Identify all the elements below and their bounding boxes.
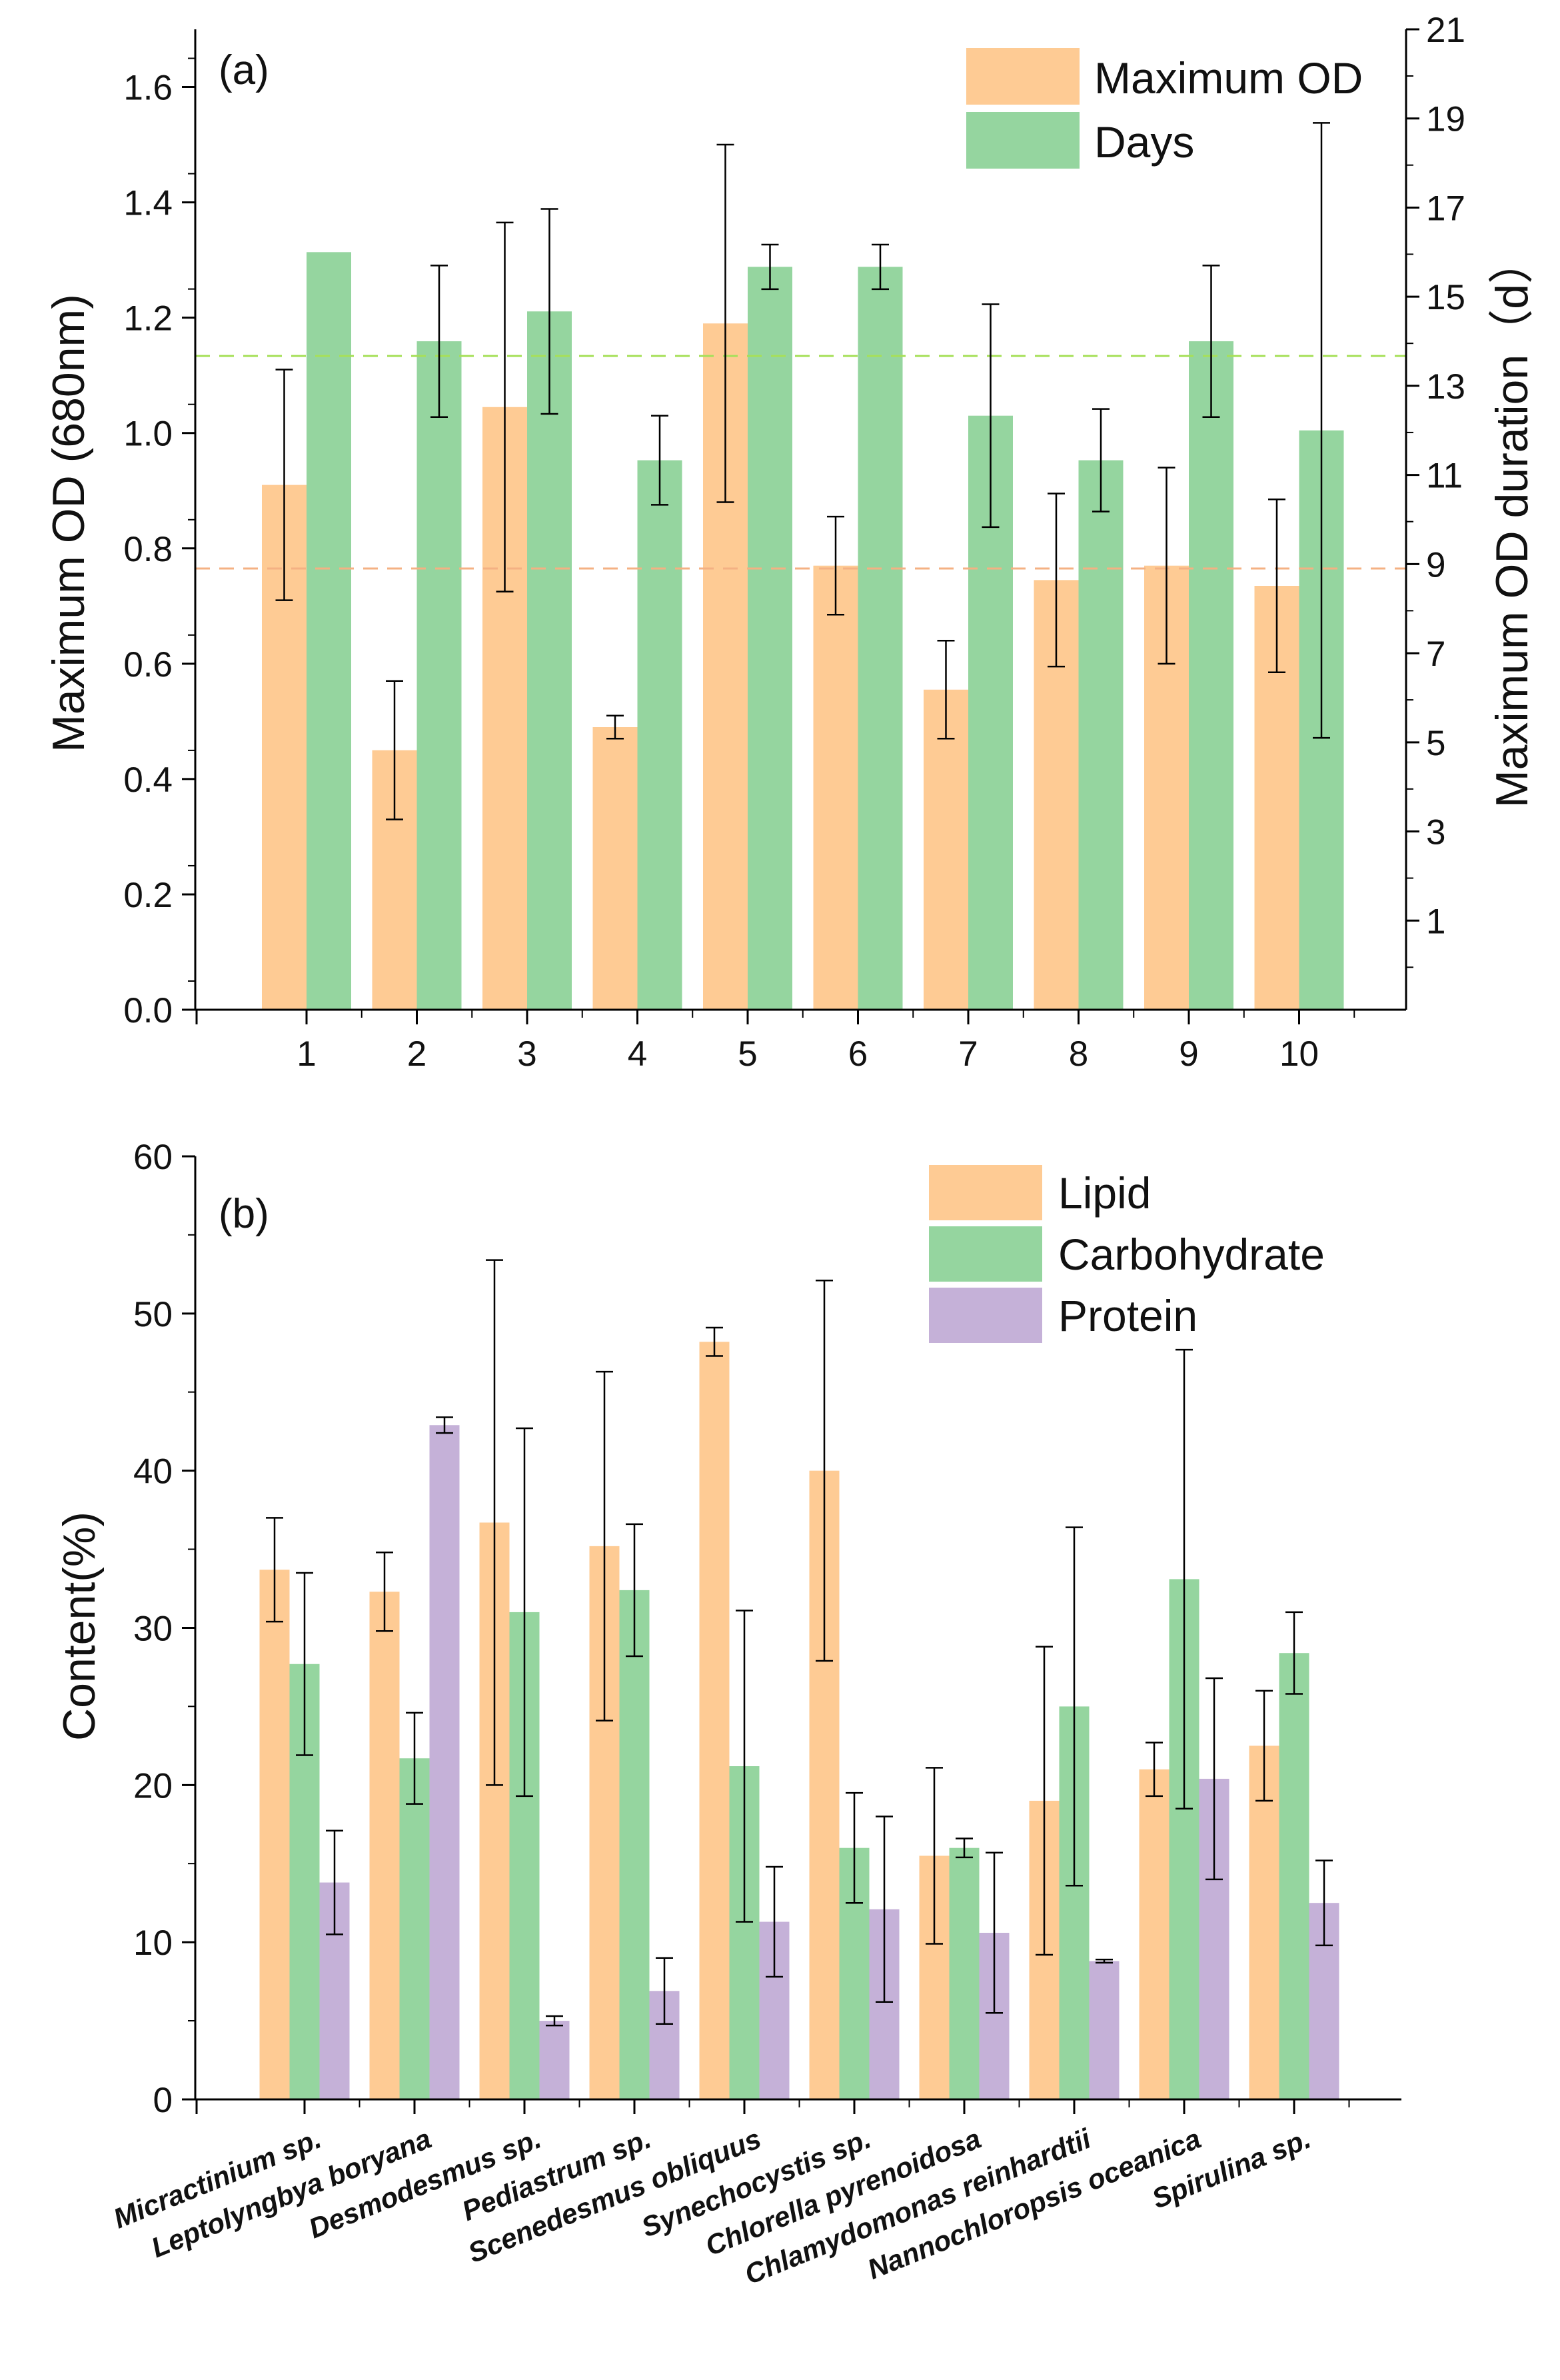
- b-y-axis-title: Content(%): [54, 1512, 105, 1741]
- right-tick-label: 1: [1426, 902, 1445, 941]
- panel-label: (a): [219, 47, 269, 93]
- b-left-tick-label: 10: [133, 1923, 173, 1963]
- legend-swatch-max-od: [966, 48, 1080, 105]
- x-tick-label: 8: [1069, 1034, 1088, 1074]
- left-tick-label: 0.0: [123, 991, 173, 1030]
- right-tick-label: 13: [1426, 367, 1465, 407]
- bar-carbohydrate-2: [399, 1758, 430, 2099]
- right-tick-label: 5: [1426, 724, 1445, 763]
- panel-a-od-chart: 0.00.20.40.60.81.01.21.41.61357911131517…: [43, 11, 1537, 1074]
- legend-label-carbohydrate: Carbohydrate: [1058, 1230, 1325, 1279]
- right-tick-label: 3: [1426, 813, 1445, 852]
- y-axis-title: Maximum OD (680nm): [43, 294, 94, 752]
- y-axis-title-right: Maximum OD duration（d）: [1487, 239, 1537, 808]
- x-tick-label: 6: [848, 1034, 868, 1074]
- right-tick-label: 21: [1426, 11, 1465, 50]
- b-left-tick-label: 50: [133, 1295, 173, 1334]
- legend-label-days: Days: [1094, 117, 1194, 167]
- right-tick-label: 15: [1426, 278, 1465, 317]
- bar-days-5: [748, 267, 792, 1010]
- legend-swatch-days: [966, 112, 1080, 169]
- bar-days-6: [858, 267, 903, 1010]
- left-tick-label: 0.8: [123, 530, 173, 569]
- legend-label-max-od: Maximum OD: [1094, 53, 1363, 103]
- legend-swatch-lipid: [929, 1165, 1042, 1220]
- bar-carbohydrate-10: [1279, 1653, 1309, 2099]
- bar-protein-3: [539, 2021, 570, 2099]
- x-tick-label: 2: [407, 1034, 426, 1074]
- b-left-tick-label: 20: [133, 1766, 173, 1805]
- legend-swatch-carbohydrate: [929, 1226, 1042, 1282]
- right-tick-label: 19: [1426, 100, 1465, 139]
- bar-days-3: [527, 311, 572, 1010]
- bar-days-1: [307, 252, 351, 1010]
- left-tick-label: 1.4: [123, 184, 173, 223]
- x-tick-label: 7: [958, 1034, 978, 1074]
- bar-max-od-4: [592, 727, 638, 1010]
- b-panel-label: (b): [219, 1191, 269, 1237]
- x-tick-label: 4: [628, 1034, 647, 1074]
- x-tick-label: 5: [738, 1034, 757, 1074]
- legend-label-lipid: Lipid: [1058, 1168, 1151, 1218]
- x-tick-label: 1: [297, 1034, 316, 1074]
- bar-max-od-6: [813, 565, 858, 1010]
- bar-lipid-10: [1249, 1746, 1279, 2099]
- bar-carbohydrate-7: [949, 1847, 980, 2099]
- x-tick-label: 3: [517, 1034, 536, 1074]
- legend-label-protein: Protein: [1058, 1291, 1197, 1340]
- left-tick-label: 0.2: [123, 876, 173, 915]
- x-tick-label: 10: [1279, 1034, 1319, 1074]
- bar-protein-2: [429, 1425, 460, 2099]
- legend-swatch-protein: [929, 1288, 1042, 1343]
- bar-protein-8: [1089, 1961, 1120, 2099]
- right-tick-label: 7: [1426, 634, 1445, 674]
- bar-max-od-7: [924, 689, 968, 1010]
- bar-lipid-2: [369, 1592, 400, 2099]
- left-tick-label: 1.6: [123, 69, 173, 108]
- left-tick-label: 1.2: [123, 299, 173, 339]
- bar-lipid-9: [1139, 1769, 1170, 2099]
- right-tick-label: 11: [1426, 457, 1463, 496]
- b-left-tick-label: 30: [133, 1610, 173, 1649]
- b-left-tick-label: 60: [133, 1138, 173, 1177]
- bar-days-2: [416, 341, 462, 1010]
- b-left-tick-label: 0: [153, 2081, 173, 2120]
- right-tick-label: 17: [1426, 189, 1465, 228]
- b-left-tick-label: 40: [133, 1452, 173, 1492]
- x-tick-label: 9: [1179, 1034, 1198, 1074]
- left-tick-label: 0.6: [123, 645, 173, 684]
- bar-days-8: [1078, 460, 1124, 1010]
- right-tick-label: 9: [1426, 545, 1445, 585]
- left-tick-label: 1.0: [123, 415, 173, 454]
- bar-days-9: [1189, 341, 1233, 1010]
- bar-carbohydrate-4: [619, 1590, 650, 2099]
- bar-lipid-5: [699, 1342, 730, 2099]
- bar-days-4: [637, 460, 682, 1010]
- bar-lipid-1: [259, 1570, 290, 2099]
- left-tick-label: 0.4: [123, 760, 173, 800]
